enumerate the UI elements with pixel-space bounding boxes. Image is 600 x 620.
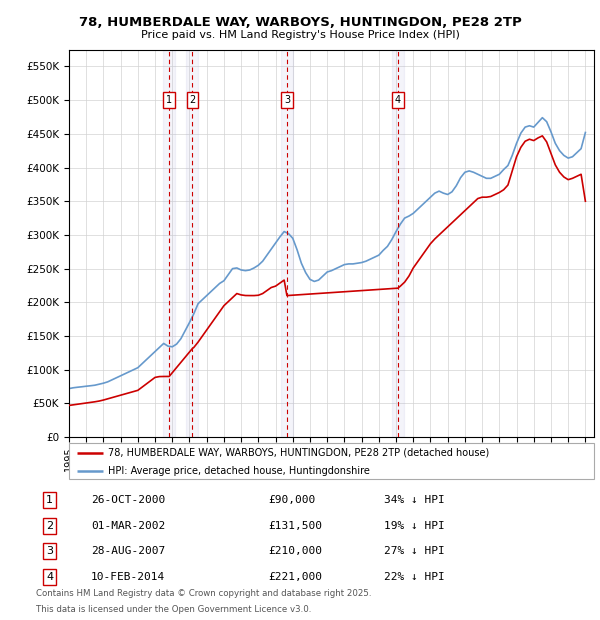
- Text: 10-FEB-2014: 10-FEB-2014: [91, 572, 166, 582]
- Text: Price paid vs. HM Land Registry's House Price Index (HPI): Price paid vs. HM Land Registry's House …: [140, 30, 460, 40]
- Text: 3: 3: [46, 546, 53, 556]
- Text: 2: 2: [189, 95, 196, 105]
- Text: £90,000: £90,000: [268, 495, 315, 505]
- Text: 19% ↓ HPI: 19% ↓ HPI: [384, 521, 445, 531]
- Text: 1: 1: [166, 95, 172, 105]
- Text: 01-MAR-2002: 01-MAR-2002: [91, 521, 166, 531]
- Text: This data is licensed under the Open Government Licence v3.0.: This data is licensed under the Open Gov…: [36, 604, 311, 614]
- Text: 3: 3: [284, 95, 290, 105]
- Text: 34% ↓ HPI: 34% ↓ HPI: [384, 495, 445, 505]
- Text: 1: 1: [46, 495, 53, 505]
- Text: 26-OCT-2000: 26-OCT-2000: [91, 495, 166, 505]
- Bar: [281, 50, 293, 437]
- Text: £210,000: £210,000: [268, 546, 322, 556]
- FancyBboxPatch shape: [69, 443, 594, 479]
- Text: 78, HUMBERDALE WAY, WARBOYS, HUNTINGDON, PE28 2TP (detached house): 78, HUMBERDALE WAY, WARBOYS, HUNTINGDON,…: [109, 448, 490, 458]
- Text: Contains HM Land Registry data © Crown copyright and database right 2025.: Contains HM Land Registry data © Crown c…: [36, 588, 371, 598]
- Text: 28-AUG-2007: 28-AUG-2007: [91, 546, 166, 556]
- Text: 27% ↓ HPI: 27% ↓ HPI: [384, 546, 445, 556]
- Bar: [187, 50, 199, 437]
- Text: £131,500: £131,500: [268, 521, 322, 531]
- Text: 2: 2: [46, 521, 53, 531]
- Text: 4: 4: [395, 95, 401, 105]
- Bar: [392, 50, 404, 437]
- Bar: [163, 50, 175, 437]
- Text: £221,000: £221,000: [268, 572, 322, 582]
- Text: HPI: Average price, detached house, Huntingdonshire: HPI: Average price, detached house, Hunt…: [109, 466, 370, 476]
- Text: 4: 4: [46, 572, 53, 582]
- Text: 22% ↓ HPI: 22% ↓ HPI: [384, 572, 445, 582]
- Text: 78, HUMBERDALE WAY, WARBOYS, HUNTINGDON, PE28 2TP: 78, HUMBERDALE WAY, WARBOYS, HUNTINGDON,…: [79, 16, 521, 29]
